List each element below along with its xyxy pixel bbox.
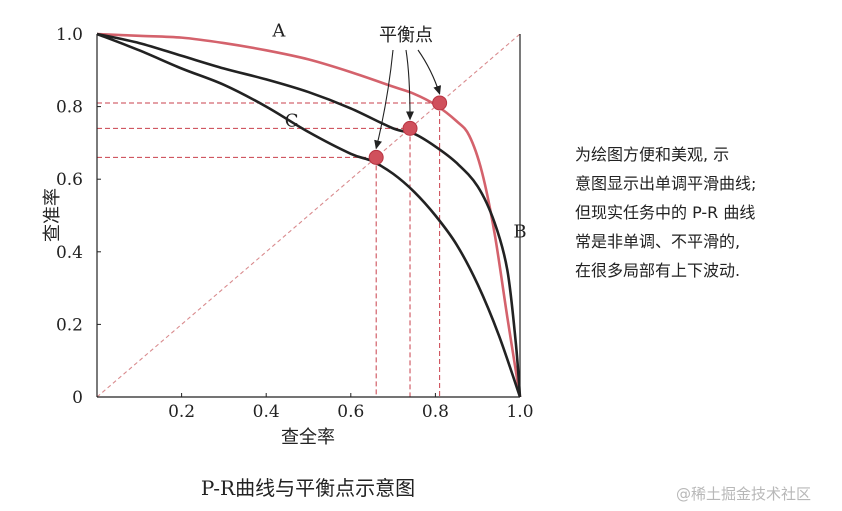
note-line: 为绘图方便和美观, 示 [575,145,730,164]
x-tick-label: 1.0 [506,402,533,422]
x-axis-title: 查全率 [281,427,335,448]
annotation-arrow-A [417,49,442,95]
annotation-arrow-B [405,49,415,121]
curve-label-A: A [271,21,286,42]
y-tick-label: 0.4 [56,243,83,263]
annotation-arrow-C [374,49,394,150]
guide-lines-layer [97,102,441,397]
diagonal-reference-line [96,33,521,398]
x-tick-label: 0.2 [168,402,195,422]
axes-layer [96,33,521,398]
diagonal-reference-layer [96,33,521,398]
x-tick-label: 0.6 [337,402,364,422]
note-line: 常是非单调、不平滑的, [575,232,741,251]
y-axis-title: 查准率 [42,188,63,242]
y-tick-label: 0.2 [56,315,83,335]
break-even-point-B [402,120,418,136]
annotation-label: 平衡点 [379,25,433,46]
curve-label-B: B [513,221,526,242]
y-tick-label: 0 [72,388,83,408]
x-tick-label: 0.8 [422,402,449,422]
break-even-point-C [368,149,384,165]
y-tick-label: 1.0 [56,25,83,45]
break-even-point-A [432,95,448,111]
x-tick-label: 0.4 [253,402,280,422]
y-tick-label: 0.8 [56,98,83,118]
note-line: 意图显示出单调平滑曲线; [575,174,757,193]
text-layer: 查全率 查准率 P-R曲线与平衡点示意图 平衡点 0.2 0.4 0.6 0.8 1.0… [42,21,534,500]
curve-A [96,32,522,398]
note-line: 但现实任务中的 P-R 曲线 [575,203,756,222]
watermark: @稀土掘金技术社区 [676,485,812,503]
note-line: 在很多局部有上下波动. [575,261,741,280]
y-tick-label: 0.6 [56,170,83,190]
break-even-points-layer [368,95,448,165]
curve-label-C: C [285,111,299,132]
chart-caption: P-R曲线与平衡点示意图 [201,476,415,500]
annotation-arrows-layer [374,49,442,150]
explanation-note: 为绘图方便和美观, 示 意图显示出单调平滑曲线; 但现实任务中的 P-R 曲线 … [575,140,835,285]
